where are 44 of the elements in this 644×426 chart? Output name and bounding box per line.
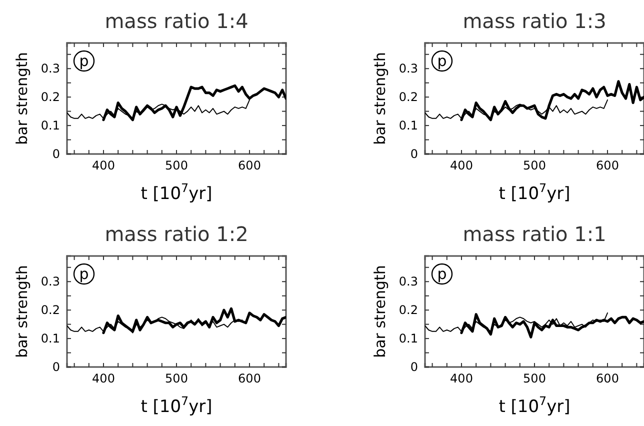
x-axis-title: t [10$^{7}$yr] bbox=[140, 181, 212, 204]
annotation: p bbox=[437, 52, 447, 70]
y-tick-label: 0.3 bbox=[398, 61, 418, 76]
x-tick-label: 600 bbox=[238, 372, 261, 386]
y-axis-title: bar strength bbox=[371, 52, 389, 145]
x-tick-label: 500 bbox=[165, 158, 188, 173]
x-tick-label: 500 bbox=[523, 372, 546, 386]
x-axis-title: t [10$^{7}$yr] bbox=[498, 181, 570, 204]
y-tick-label: 0.2 bbox=[398, 90, 418, 104]
chart-title: mass ratio 1:3 bbox=[462, 9, 606, 33]
chart-title: mass ratio 1:1 bbox=[462, 222, 606, 246]
y-tick-label: 0.2 bbox=[40, 302, 60, 317]
y-axis-title: bar strength bbox=[13, 52, 31, 145]
y-tick-label: 0.3 bbox=[40, 274, 60, 288]
x-tick-label: 500 bbox=[165, 372, 188, 386]
annotation: p bbox=[79, 52, 89, 70]
y-tick-label: 0.1 bbox=[40, 118, 60, 132]
y-tick-label: 0 bbox=[410, 146, 418, 161]
y-tick-label: 0 bbox=[52, 360, 60, 374]
x-tick-label: 500 bbox=[523, 158, 546, 173]
x-tick-label: 600 bbox=[596, 372, 619, 386]
x-axis-title: t [10$^{7}$yr] bbox=[140, 394, 212, 417]
x-tick-label: 400 bbox=[92, 158, 115, 173]
chart-title: mass ratio 1:2 bbox=[104, 222, 248, 246]
annotation: p bbox=[437, 265, 447, 283]
x-tick-label: 600 bbox=[238, 158, 261, 173]
y-tick-label: 0.1 bbox=[398, 118, 418, 132]
y-tick-label: 0.2 bbox=[40, 90, 60, 104]
x-axis-title: t [10$^{7}$yr] bbox=[498, 394, 570, 417]
y-tick-label: 0.3 bbox=[398, 274, 418, 288]
y-tick-label: 0 bbox=[52, 146, 60, 161]
x-tick-label: 400 bbox=[450, 372, 473, 386]
y-axis-title: bar strength bbox=[371, 265, 389, 358]
y-axis-title: bar strength bbox=[13, 265, 31, 358]
x-tick-label: 600 bbox=[596, 158, 619, 173]
y-tick-label: 0.1 bbox=[40, 331, 60, 346]
y-tick-label: 0 bbox=[410, 360, 418, 374]
x-tick-label: 400 bbox=[450, 158, 473, 173]
chart-title: mass ratio 1:4 bbox=[104, 9, 248, 33]
annotation: p bbox=[79, 265, 89, 283]
y-tick-label: 0.1 bbox=[398, 331, 418, 346]
y-tick-label: 0.2 bbox=[398, 302, 418, 317]
y-tick-label: 0.3 bbox=[40, 61, 60, 76]
x-tick-label: 400 bbox=[92, 372, 115, 386]
